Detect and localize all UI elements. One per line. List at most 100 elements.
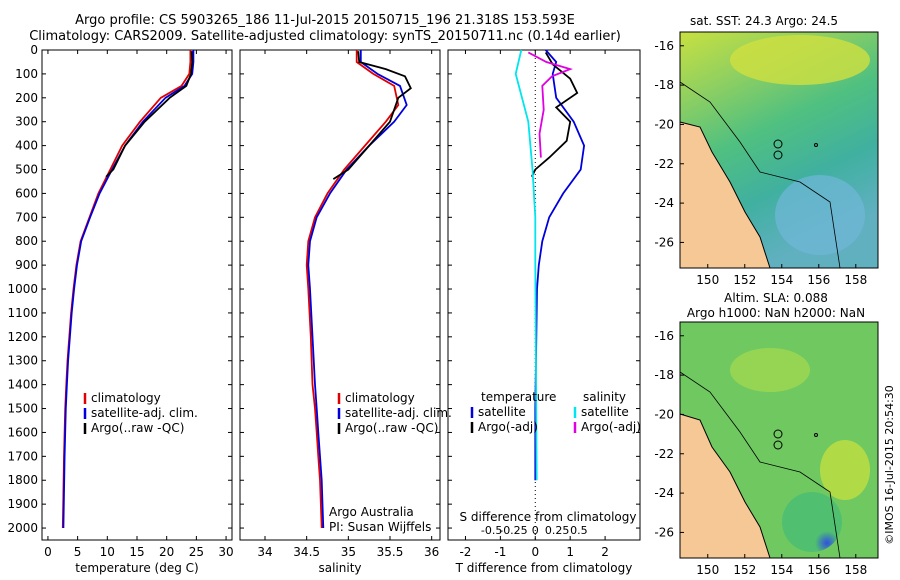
s-tick-label: -0.25 — [499, 524, 527, 537]
legend-argo-label: Argo(..raw -QC) — [91, 421, 184, 435]
x-tick-label: 25 — [189, 545, 204, 559]
depth-tick-label: 1200 — [7, 330, 38, 344]
depth-tick-label: 200 — [15, 91, 38, 105]
sla-high-patch — [730, 348, 810, 392]
depth-tick-label: 800 — [15, 234, 38, 248]
lon-tick-label: 150 — [696, 563, 719, 577]
argo-height-label: Argo h1000: NaN h2000: NaN — [687, 306, 865, 320]
depth-tick-label: 1000 — [7, 282, 38, 296]
plot-title-line1: Argo profile: CS 5903265_186 11-Jul-2015… — [75, 13, 575, 28]
depth-tick-label: 500 — [15, 163, 38, 177]
lon-tick-label: 150 — [696, 273, 719, 287]
sst-label: sat. SST: 24.3 Argo: 24.5 — [690, 14, 838, 28]
s-tick-label: 0.5 — [570, 524, 588, 537]
lon-tick-label: 156 — [807, 273, 830, 287]
depth-tick-label: 1400 — [7, 378, 38, 392]
x-tick-label: 34.5 — [293, 545, 320, 559]
x-tick-label: 15 — [129, 545, 144, 559]
x-axis-label: T difference from climatology — [455, 561, 633, 575]
lat-tick-label: -18 — [654, 78, 674, 92]
lat-tick-label: -16 — [654, 329, 674, 343]
depth-tick-label: 1600 — [7, 425, 38, 439]
lon-tick-label: 158 — [844, 273, 867, 287]
temp-climatology-line — [61, 50, 192, 529]
isobath-contour — [679, 371, 841, 559]
reef-outline — [773, 139, 783, 149]
map-sla: 150 152 154 156 158 -16 -18 -20 -22 -24 -26 Altim. … — [654, 291, 879, 577]
panel-salinity: 34 34.5 35 35.5 36 salinity climatologysatelli… — [239, 49, 452, 575]
sdiff-argo-line — [527, 51, 573, 158]
reef-outline — [773, 150, 783, 160]
depth-tick-label: 700 — [15, 210, 38, 224]
x-tick-label: 0 — [44, 545, 52, 559]
legend-argo-label: Argo(..raw -QC) — [345, 421, 438, 435]
x-tick-label: 10 — [100, 545, 115, 559]
isobath-contour — [679, 81, 841, 269]
depth-tick-label: 100 — [15, 67, 38, 81]
s-tick-label: -0.5 — [481, 524, 502, 537]
sla-label: Altim. SLA: 0.088 — [724, 291, 828, 305]
x-tick-label: 36 — [424, 545, 439, 559]
imos-watermark: ©IMOS 16-Jul-2015 20:54:30 — [883, 385, 896, 545]
lat-tick-label: -24 — [654, 486, 674, 500]
sal-climatology-line — [305, 50, 400, 529]
lat-tick-label: -20 — [654, 117, 674, 131]
x-tick-label: 2 — [601, 545, 609, 559]
sst-warm-patch — [730, 35, 870, 85]
lon-tick-label: 154 — [770, 563, 793, 577]
lat-tick-label: -26 — [654, 525, 674, 539]
tdiff-satellite-line — [534, 49, 586, 481]
credit-line1: Argo Australia — [329, 505, 414, 519]
x-tick-label: 20 — [159, 545, 174, 559]
argo-position-marker — [814, 433, 818, 437]
depth-tick-label: 300 — [15, 115, 38, 129]
depth-tick-label: 600 — [15, 186, 38, 200]
sdiff-satellite-line — [514, 49, 538, 481]
x-tick-label: -1 — [494, 545, 506, 559]
lat-tick-label: -22 — [654, 447, 674, 461]
temp-argo-line — [105, 51, 194, 178]
depth-tick-label: 2000 — [7, 521, 38, 535]
sal-argo-line — [332, 51, 412, 180]
x-axis-label: salinity — [318, 561, 361, 575]
legend-satellite-label: satellite-adj. clim. — [345, 406, 452, 420]
sla-high-patch — [820, 440, 870, 500]
s-tick-label: 0.25 — [545, 524, 570, 537]
lon-tick-label: 156 — [807, 563, 830, 577]
legend-satellite-label: satellite-adj. clim. — [91, 406, 198, 420]
lon-tick-label: 158 — [844, 563, 867, 577]
legend-temp-heading: temperature — [481, 390, 556, 404]
depth-tick-label: 1100 — [7, 306, 38, 320]
lat-tick-label: -20 — [654, 407, 674, 421]
legend-s-argo-label: Argo(-adj) — [581, 420, 641, 434]
map-frame — [679, 321, 879, 559]
panel-frame — [239, 49, 441, 541]
depth-tick-label: 1700 — [7, 449, 38, 463]
map-sst: 150 152 154 156 158 -16 -18 -20 -22 -24 -26 sat. SS… — [654, 14, 879, 287]
legend-t-satellite-label: satellite — [478, 405, 526, 419]
lat-tick-label: -16 — [654, 39, 674, 53]
lon-tick-label: 152 — [733, 563, 756, 577]
lat-tick-label: -24 — [654, 196, 674, 210]
depth-tick-label: 1800 — [7, 473, 38, 487]
lat-tick-label: -26 — [654, 235, 674, 249]
depth-tick-label: 1300 — [7, 354, 38, 368]
legend-climatology-label: climatology — [345, 391, 415, 405]
legend-s-satellite-label: satellite — [581, 405, 629, 419]
x-tick-label: -2 — [459, 545, 471, 559]
depth-tick-label: 900 — [15, 258, 38, 272]
plot-title-line2: Climatology: CARS2009. Satellite-adjuste… — [29, 29, 621, 44]
x-tick-label: 34 — [257, 545, 272, 559]
x-tick-label: 35 — [341, 545, 356, 559]
reef-outline — [773, 429, 783, 439]
panel-frame — [41, 49, 233, 541]
depth-tick-label: 1900 — [7, 497, 38, 511]
argo-position-marker — [814, 143, 818, 147]
lon-tick-label: 152 — [733, 273, 756, 287]
sst-cool-patch — [775, 175, 865, 255]
reef-outline — [773, 440, 783, 450]
legend-sal-heading: salinity — [583, 390, 626, 404]
lon-tick-label: 154 — [770, 273, 793, 287]
x-tick-label: 5 — [74, 545, 82, 559]
